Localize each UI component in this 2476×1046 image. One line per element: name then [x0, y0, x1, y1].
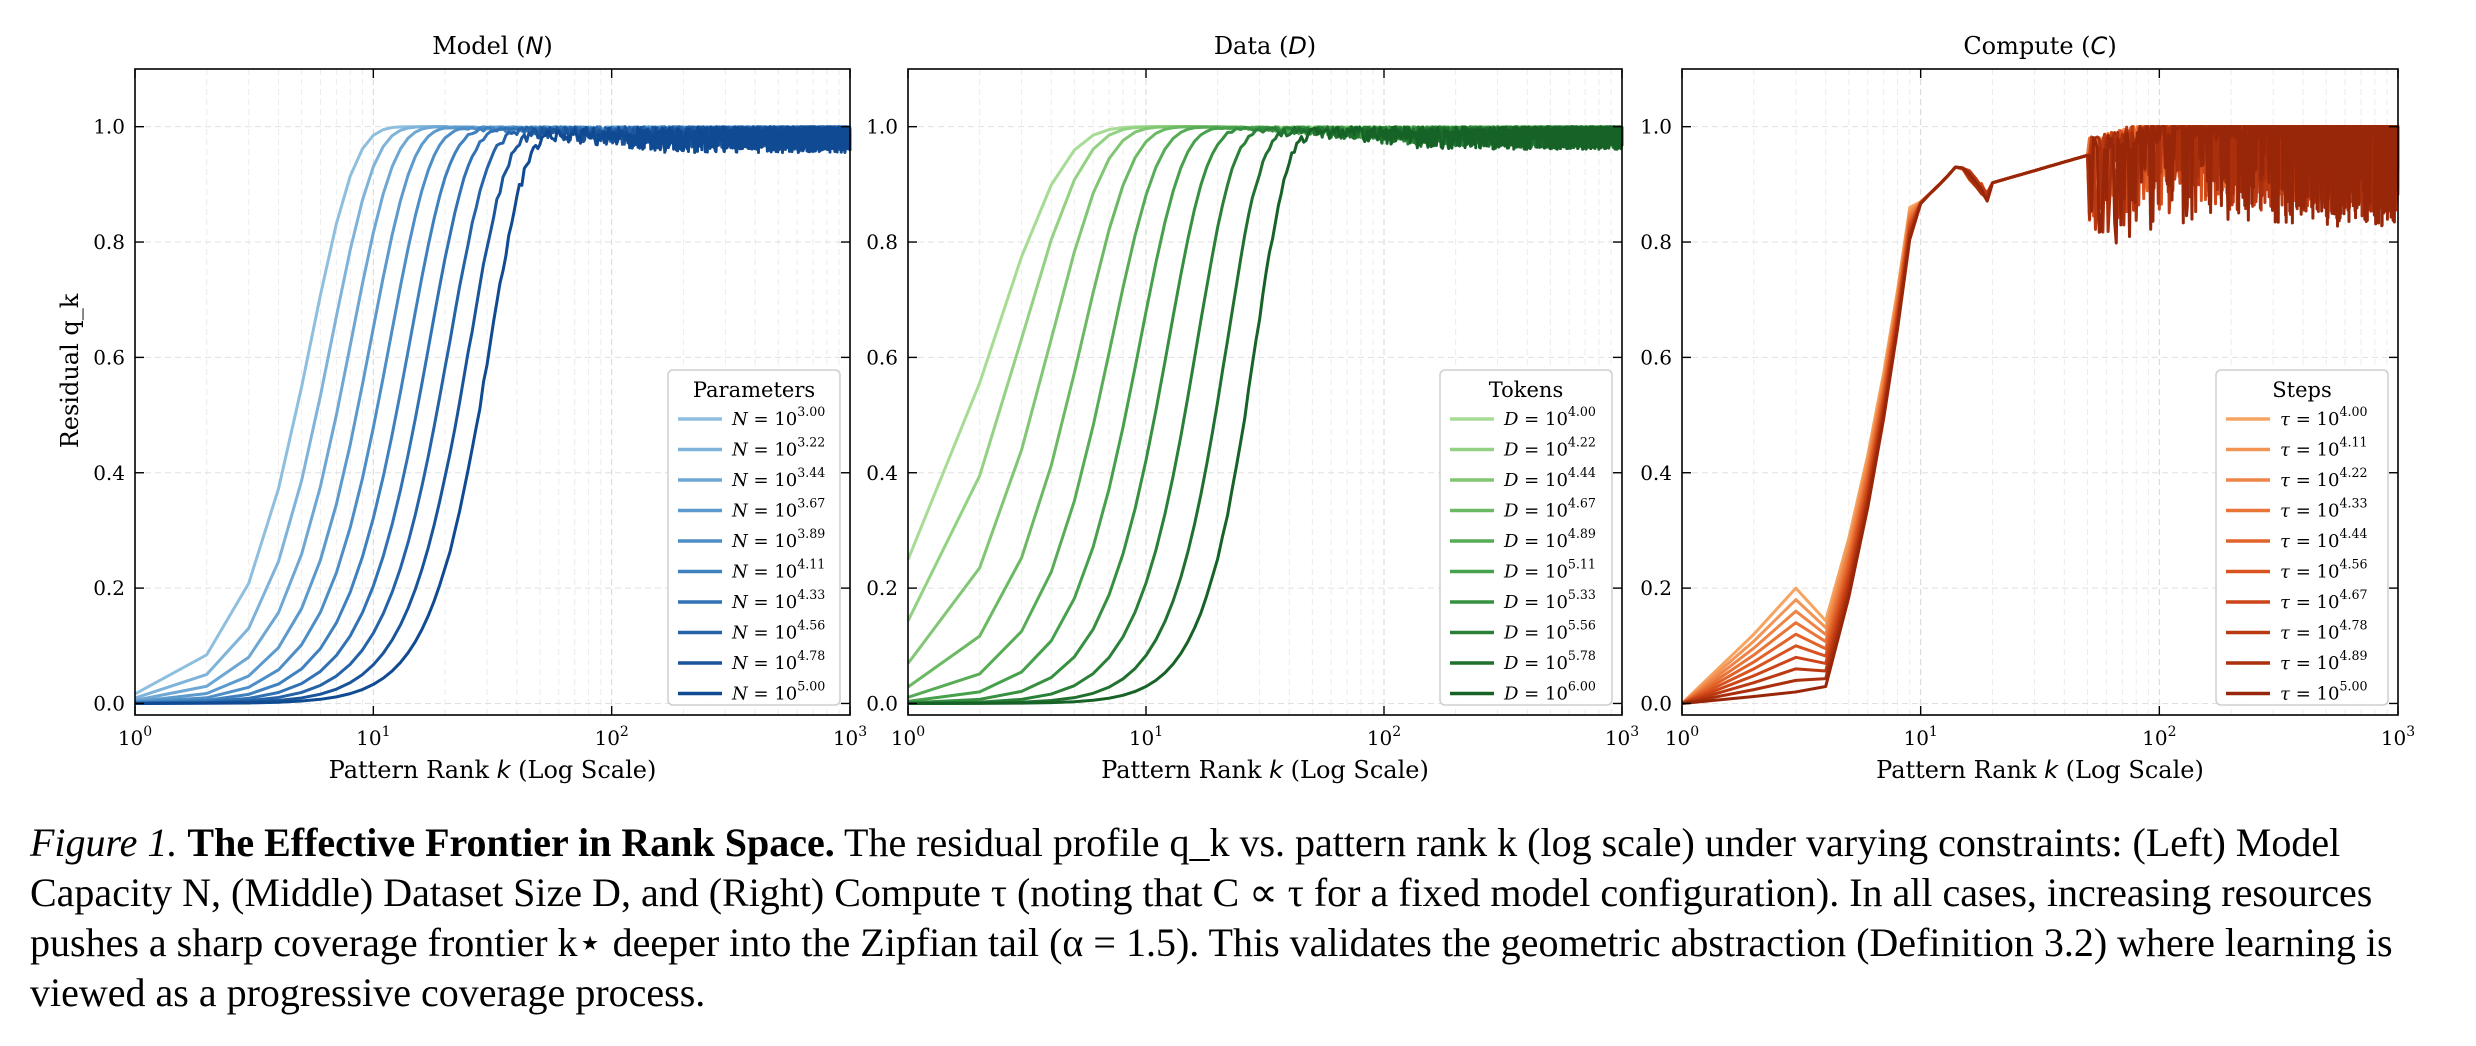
- x-tick-label: 103: [833, 724, 867, 750]
- panel-title: Compute (C): [1963, 32, 2116, 60]
- legend-title: Steps: [2272, 378, 2331, 402]
- x-tick-label: 100: [891, 724, 925, 750]
- legend-entry: τ = 104.89: [2280, 648, 2367, 674]
- x-tick-label: 102: [2142, 724, 2176, 750]
- x-tick-label: 101: [1129, 724, 1163, 750]
- caption-title: The Effective Frontier in Rank Space.: [187, 820, 835, 865]
- x-tick-label: 101: [356, 724, 390, 750]
- legend-entry: N = 103.67: [731, 496, 825, 522]
- y-tick-label: 0.2: [1640, 576, 1672, 600]
- y-tick-label: 0.0: [866, 691, 898, 715]
- x-axis-label: Pattern Rank k (Log Scale): [329, 756, 657, 784]
- y-tick-label: 0.4: [1640, 461, 1672, 485]
- legend-entry: D = 105.11: [1503, 557, 1596, 583]
- y-tick-label: 0.2: [93, 576, 125, 600]
- y-tick-label: 1.0: [1640, 115, 1672, 139]
- legend-entry: τ = 105.00: [2280, 679, 2367, 705]
- legend-box: [667, 369, 841, 706]
- legend-entry: τ = 104.00: [2280, 404, 2367, 430]
- x-tick-label: 103: [2381, 724, 2415, 750]
- legend-entry: N = 104.78: [731, 648, 825, 674]
- panel-title: Model (N): [432, 32, 553, 60]
- legend-entry: τ = 104.44: [2280, 526, 2367, 552]
- legend-entry: τ = 104.78: [2280, 618, 2367, 644]
- y-tick-label: 0.0: [1640, 691, 1672, 715]
- legend-entry: N = 103.00: [731, 404, 825, 430]
- x-tick-label: 100: [118, 724, 152, 750]
- series-line: [1681, 125, 2400, 705]
- x-tick-label: 103: [1605, 724, 1639, 750]
- x-axis-label: Pattern Rank k (Log Scale): [1876, 756, 2204, 784]
- legend-entry: D = 106.00: [1503, 679, 1596, 705]
- ticks: [134, 69, 851, 715]
- legend-box: [1439, 369, 1613, 706]
- legend-box: [2215, 369, 2389, 706]
- y-tick-label: 0.2: [866, 576, 898, 600]
- y-axis-label: Residual q_k: [56, 293, 84, 448]
- legend-entry: τ = 104.11: [2280, 435, 2367, 461]
- x-tick-label: 101: [1903, 724, 1937, 750]
- x-tick-label: 102: [1367, 724, 1401, 750]
- panel-data: 100 101 102 103 0.0 0.2 0.4 0.6 0.8 1.0 Data (D) Pa…: [866, 32, 1639, 784]
- legend-title: Parameters: [693, 378, 815, 402]
- panel-model: 100 101 102 103 0.0 0.2 0.4 0.6 0.8 1.0 Model (N) P…: [93, 32, 867, 784]
- legend-entry: N = 103.89: [731, 526, 825, 552]
- y-tick-label: 0.6: [93, 345, 125, 369]
- y-tick-label: 0.6: [1640, 345, 1672, 369]
- legend-entry: N = 103.22: [731, 435, 825, 461]
- y-tick-label: 0.4: [866, 461, 898, 485]
- y-tick-label: 0.8: [1640, 230, 1672, 254]
- axes-frame: [907, 68, 1623, 716]
- x-tick-label: 100: [1665, 724, 1699, 750]
- legend-entry: τ = 104.67: [2280, 587, 2367, 613]
- series-lines: [906, 125, 1624, 705]
- panel-title: Data (D): [1214, 32, 1316, 60]
- legend-entry: D = 104.00: [1503, 404, 1596, 430]
- legend-entry: D = 105.78: [1503, 648, 1596, 674]
- caption-label: Figure 1.: [30, 820, 178, 865]
- figure-caption: Figure 1. The Effective Frontier in Rank…: [30, 818, 2450, 1018]
- series-line: [907, 125, 1624, 705]
- legend-entry: N = 105.00: [731, 679, 825, 705]
- legend-entry: N = 103.44: [731, 465, 825, 491]
- y-tick-label: 0.4: [93, 461, 125, 485]
- y-tick-label: 0.6: [866, 345, 898, 369]
- axes-frame: [1681, 68, 2399, 716]
- y-tick-label: 1.0: [93, 115, 125, 139]
- y-tick-label: 0.8: [93, 230, 125, 254]
- y-tick-label: 1.0: [866, 115, 898, 139]
- legend-entry: τ = 104.33: [2280, 496, 2367, 522]
- ticks: [1681, 69, 2399, 715]
- series-lines: [1680, 125, 2400, 705]
- legend-entry: D = 104.44: [1503, 465, 1596, 491]
- legend-entry: D = 104.67: [1503, 496, 1596, 522]
- legend-entry: D = 104.22: [1503, 435, 1596, 461]
- legend-title: Tokens: [1489, 378, 1563, 402]
- legend-entry: τ = 104.22: [2280, 465, 2367, 491]
- x-tick-label: 102: [594, 724, 628, 750]
- legend-entry: D = 105.56: [1503, 618, 1596, 644]
- legend-entry: N = 104.11: [731, 557, 825, 583]
- y-tick-label: 0.8: [866, 230, 898, 254]
- legend-entry: τ = 104.56: [2280, 557, 2367, 583]
- legend-entry: N = 104.33: [731, 587, 825, 613]
- ticks: [907, 69, 1623, 715]
- legend-entry: N = 104.56: [731, 618, 825, 644]
- axes-frame: [134, 68, 851, 716]
- y-tick-label: 0.0: [93, 691, 125, 715]
- panel-compute: 100 101 102 103 0.0 0.2 0.4 0.6 0.8 1.0 Compute (C…: [1640, 32, 2415, 784]
- legend-entry: D = 105.33: [1503, 587, 1596, 613]
- caption-text: The residual profile q_k vs. pattern ran…: [30, 820, 2393, 1015]
- series-line: [134, 125, 852, 705]
- x-axis-label: Pattern Rank k (Log Scale): [1101, 756, 1429, 784]
- series-lines: [134, 125, 852, 705]
- legend-entry: D = 104.89: [1503, 526, 1596, 552]
